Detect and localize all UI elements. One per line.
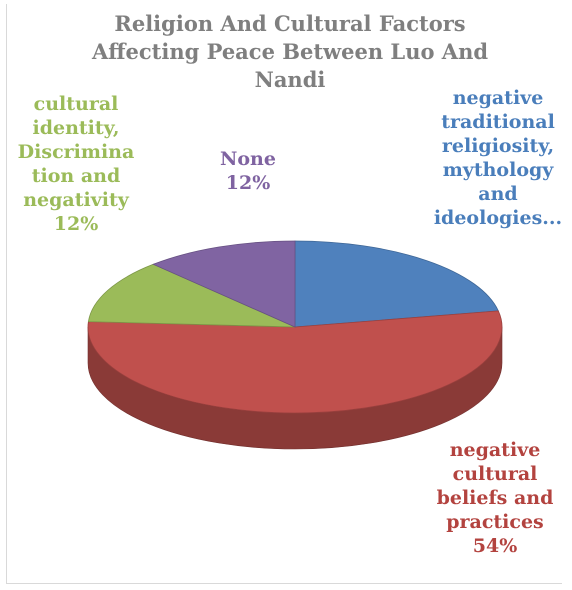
slice-value-label: 54% xyxy=(472,535,518,557)
slice-label-line: beliefs and xyxy=(436,487,554,509)
slice-label-none: None 12% xyxy=(203,147,293,195)
chart-title: Religion And Cultural Factors Affecting … xyxy=(70,10,510,94)
slice-label-cultural-beliefs: negative cultural beliefs and practices … xyxy=(420,438,570,558)
pie-top xyxy=(87,240,503,414)
slice-label-line: tion and xyxy=(31,165,121,187)
slice-label-line: negativity xyxy=(23,189,129,211)
slice-label-line: and xyxy=(478,183,518,205)
slice-label-line: practices xyxy=(446,511,544,533)
slice-label-religiosity: negative traditional religiosity, mythol… xyxy=(425,86,571,230)
slice-label-line: cultural xyxy=(452,463,538,485)
slice-label-line: negative xyxy=(452,87,544,109)
chart-title-line: Affecting Peace Between Luo And xyxy=(91,39,489,64)
slice-label-line: cultural xyxy=(33,93,119,115)
slice-label-line: religiosity, xyxy=(441,135,555,157)
slice-label-line: identity, xyxy=(32,117,120,139)
chart-title-line: Nandi xyxy=(254,67,326,92)
pie-slice-none xyxy=(152,240,296,328)
slice-label-line: Discrimina xyxy=(17,141,135,163)
chart-frame xyxy=(6,4,562,584)
pie-slice-negative-traditional-religiosi xyxy=(294,240,499,328)
slice-value-label: 12% xyxy=(225,172,271,194)
slice-label-line: ideologies... xyxy=(433,207,563,229)
slice-label-cultural-identity: cultural identity, Discrimina tion and n… xyxy=(6,92,146,236)
slice-label-line: None xyxy=(220,148,276,170)
slice-value-label: 12% xyxy=(53,213,99,235)
slice-label-line: mythology xyxy=(442,159,554,181)
slice-label-line: traditional xyxy=(441,111,555,133)
chart-title-line: Religion And Cultural Factors xyxy=(114,11,466,36)
pie-slice-negative-cultural-beliefs-and- xyxy=(87,310,503,414)
slice-label-line: negative xyxy=(449,439,541,461)
pie-slice-cultural-identity-discriminati xyxy=(87,263,296,328)
